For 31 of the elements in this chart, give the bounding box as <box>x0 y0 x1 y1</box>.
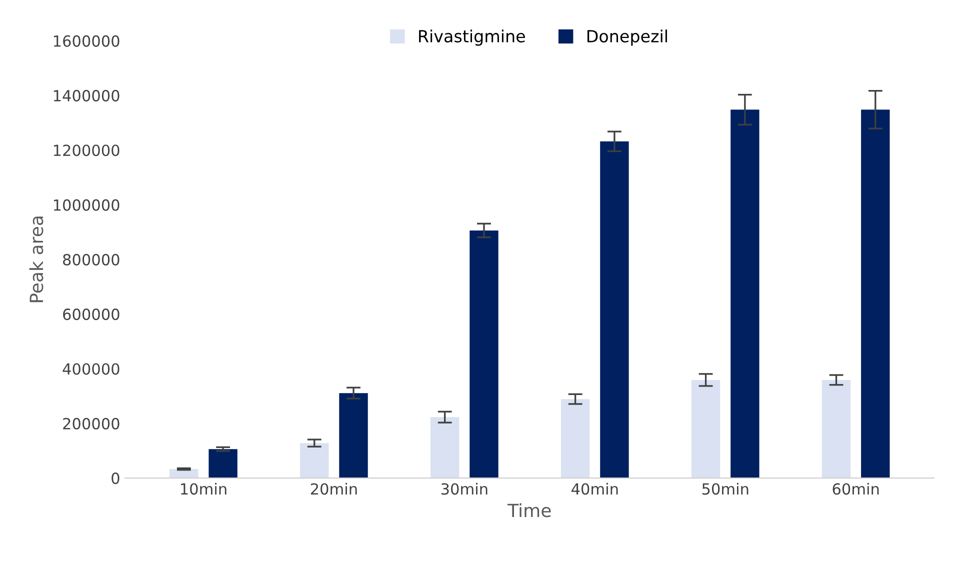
y-tick-label: 800000 <box>63 254 120 266</box>
bar <box>170 469 198 478</box>
y-tick-label: 1400000 <box>54 90 120 102</box>
bar <box>300 443 329 478</box>
x-tick-label: 40min <box>572 482 618 495</box>
bar <box>691 380 720 478</box>
bar <box>430 417 460 478</box>
bar <box>470 230 498 478</box>
x-tick-label: 50min <box>702 482 748 495</box>
y-axis-title: Peak area <box>29 216 44 302</box>
x-axis-title: Time <box>508 503 551 518</box>
y-tick-label: 400000 <box>62 363 120 375</box>
y-tick-label: 1000000 <box>54 199 120 211</box>
bar <box>861 110 890 478</box>
y-tick-label: 1200000 <box>54 144 120 156</box>
legend-label: Donepezil <box>587 30 667 46</box>
x-tick-label: 10min <box>181 482 226 495</box>
bar <box>730 110 760 478</box>
bar <box>600 141 629 478</box>
x-tick-label: 30min <box>441 482 488 495</box>
y-tick-label: 0 <box>112 472 120 484</box>
legend-label: Rivastigmine <box>419 30 525 46</box>
bar <box>208 449 238 478</box>
x-tick-label: 20min <box>310 482 357 495</box>
y-tick-label: 600000 <box>63 308 120 320</box>
y-tick-label: 200000 <box>63 418 120 430</box>
x-tick-label: 60min <box>832 482 879 495</box>
bar <box>560 399 590 478</box>
y-tick-label: 1600000 <box>54 35 120 47</box>
bar <box>339 393 368 478</box>
bar <box>822 380 851 478</box>
